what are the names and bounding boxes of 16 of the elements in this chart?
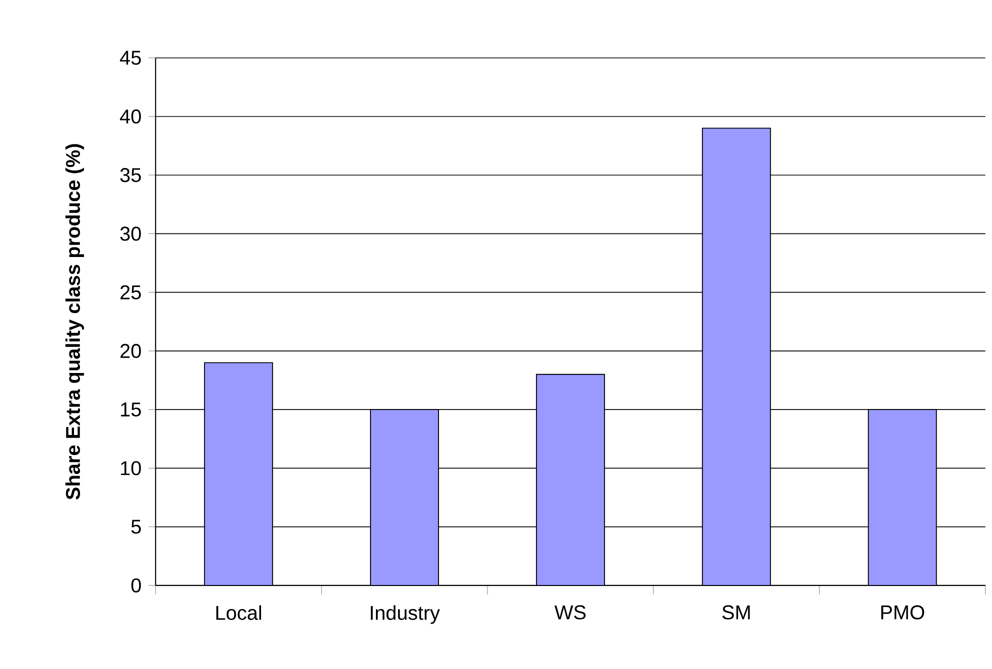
x-tick-label: Industry <box>370 605 440 624</box>
x-tick-label: Local <box>216 605 262 620</box>
x-tick-label: SM <box>722 605 750 620</box>
y-tick-label: 45 <box>120 50 141 65</box>
y-tick-label: 20 <box>120 344 141 358</box>
y-tick-label: 35 <box>120 168 141 182</box>
y-tick-label: 10 <box>121 461 141 476</box>
y-tick-label: 15 <box>121 402 141 416</box>
y-tick-label: 30 <box>120 226 141 241</box>
y-axis-title: Share Extra quality class produce (%) <box>65 144 84 500</box>
y-tick-label: 0 <box>131 578 141 592</box>
x-tick-label: PMO <box>881 605 924 620</box>
y-tick-label: 40 <box>120 109 141 124</box>
y-tick-label: 5 <box>131 520 141 534</box>
x-tick-label: WS <box>554 605 586 620</box>
y-tick-label: 25 <box>120 285 141 300</box>
